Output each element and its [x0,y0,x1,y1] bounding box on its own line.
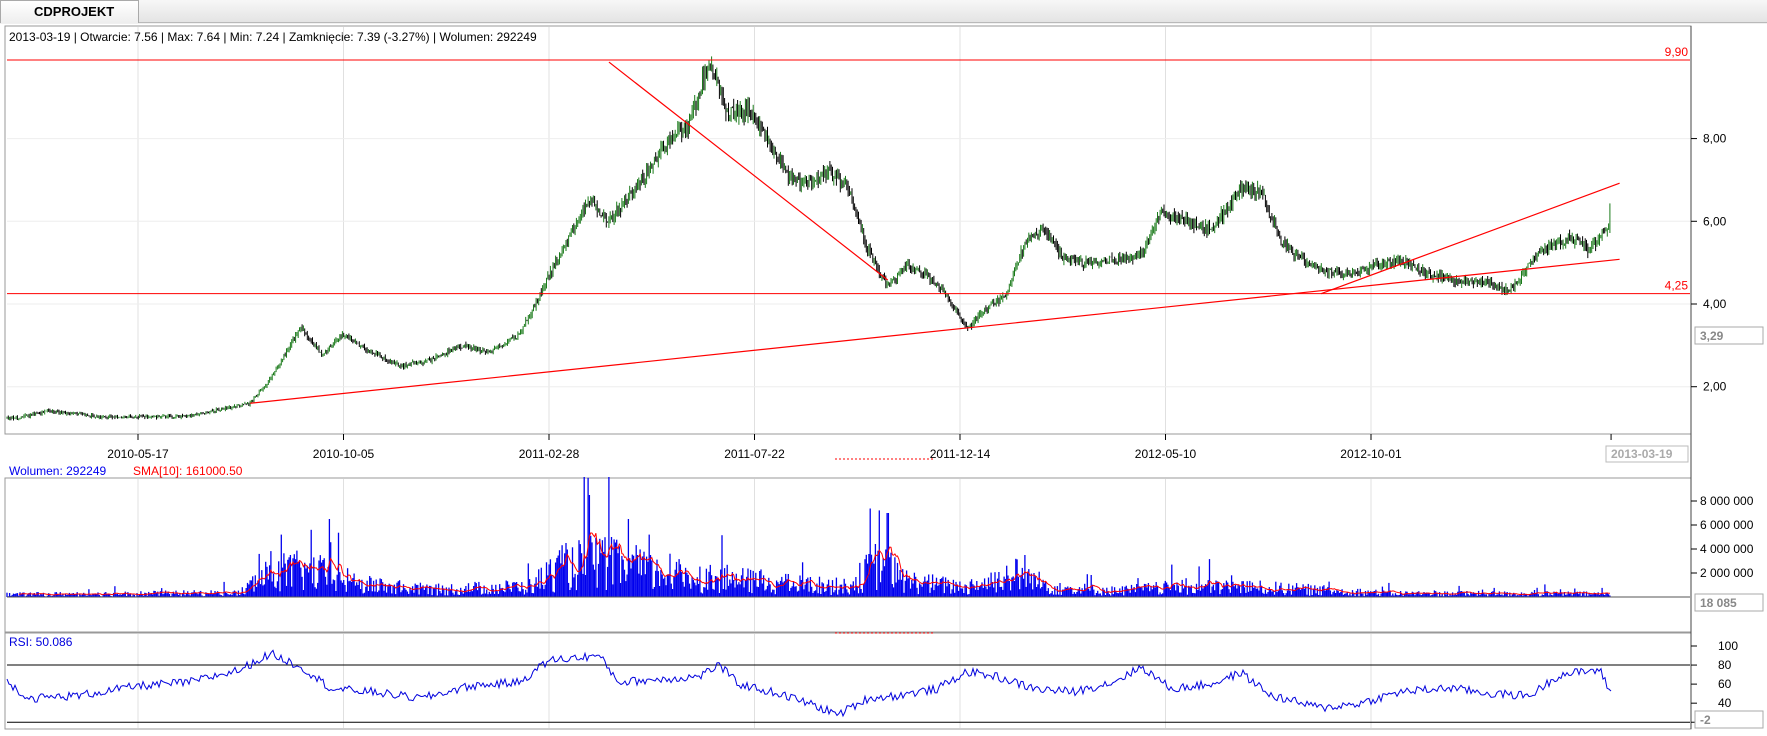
rsi-value-label: -2 [1700,713,1711,727]
last-date-label: 2013-03-19 [1611,447,1673,461]
x-tick-label: 2011-07-22 [724,447,785,461]
volume-legend: Wolumen: 292249 [9,464,107,478]
level-label: 4,25 [1665,279,1689,293]
rsi-y-tick-label: 100 [1718,639,1738,653]
price-y-tick-label: 6,00 [1703,214,1727,228]
trend-line [608,61,889,281]
volume-y-tick-label: 4 000 000 [1700,542,1754,556]
last-date-box [1605,445,1689,463]
x-tick-label: 2012-10-01 [1340,447,1402,461]
rsi-y-tick-label: 80 [1718,658,1732,672]
tab-cdprojekt[interactable]: CDPROJEKT [0,0,140,23]
rsi-y-tick-label: 40 [1718,696,1732,710]
price-panel[interactable] [4,25,1692,435]
volume-y-tick-label: 8 000 000 [1700,494,1754,508]
tab-bar: CDPROJEKT [0,0,1767,23]
price-value-box [1694,326,1764,345]
volume-panel[interactable] [4,477,1692,633]
volume-y-tick-label: 2 000 000 [1700,566,1754,580]
x-tick-label: 2011-12-14 [930,447,991,461]
x-tick-label: 2010-10-05 [313,447,375,461]
volume-value-box [1694,593,1764,612]
rsi-value-box [1694,710,1764,729]
x-tick-label: 2012-05-10 [1135,447,1197,461]
sma-legend: SMA[10]: 161000.50 [133,464,243,478]
stock-chart[interactable]: 9,90 4,25 2010-05-17 2010-10-05 2011-02-28 2… [0,24,1767,736]
rsi-legend: RSI: 50.086 [9,635,73,649]
chart-window[interactable]: 9,90 4,25 2010-05-17 2010-10-05 2011-02-28 2… [0,24,1767,736]
level-label: 9,90 [1665,45,1689,59]
x-tick-label: 2011-02-28 [519,447,580,461]
price-y-tick-label: 8,00 [1703,132,1727,146]
price-y-tick-label: 2,00 [1703,380,1727,394]
price-y-tick-label: 4,00 [1703,297,1727,311]
rsi-panel[interactable] [4,632,1692,730]
x-tick-label: 2010-05-17 [107,447,169,461]
rsi-y-tick-label: 60 [1718,677,1732,691]
rsi-line [6,649,1612,718]
info-bar: 2013-03-19 | Otwarcie: 7.56 | Max: 7.64 … [9,30,537,44]
volume-value-label: 18 085 [1700,596,1737,610]
trend-line [1320,182,1620,295]
price-value-label: 3,29 [1700,329,1724,343]
sma-line [18,532,1610,596]
trend-line [250,258,1620,404]
volume-y-tick-label: 6 000 000 [1700,518,1754,532]
